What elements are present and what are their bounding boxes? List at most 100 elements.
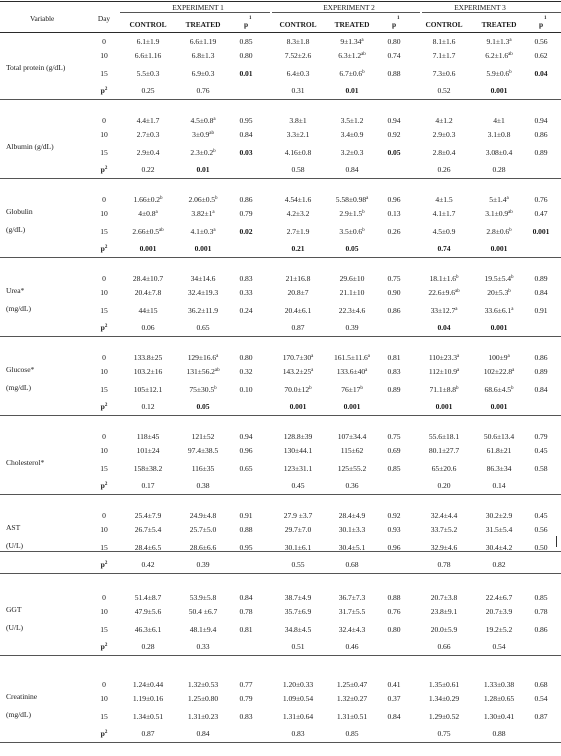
cell-value: 1.09±0.54 xyxy=(282,694,314,703)
cell-value: 0.81 xyxy=(387,353,401,362)
cell-value: 0.94 xyxy=(534,116,548,125)
p2-value: 0.06 xyxy=(141,323,155,332)
header-col-treated: TREATED xyxy=(481,20,517,29)
cell-value: 20.4±6.1 xyxy=(284,306,312,315)
p2-value: 0.84 xyxy=(196,729,210,738)
cell-value: 0.76 xyxy=(387,607,401,616)
p2-value: 0.22 xyxy=(141,165,155,174)
cell-value: 0.78 xyxy=(534,607,548,616)
cell-value: 7.1±1.7 xyxy=(432,51,456,60)
cell-value: 0.90 xyxy=(387,288,401,297)
cell-value: 6.9±0.3 xyxy=(191,69,215,78)
day-value: 10 xyxy=(100,367,108,376)
significance-superscript: a xyxy=(455,307,458,312)
cell-value: 1.32±0.27 xyxy=(336,694,368,703)
p2-value: 0.51 xyxy=(291,642,305,651)
cell-value: 0.58 xyxy=(534,464,548,473)
p2-superscript: 2 xyxy=(104,643,108,648)
cell-value: 0.04 xyxy=(534,69,548,78)
cell-value: 0.68 xyxy=(534,680,548,689)
cell-value: 0.56 xyxy=(534,37,548,46)
cell-value: 70.0±12b xyxy=(284,385,312,394)
cell-value: 29.7±7.0 xyxy=(284,525,312,534)
cell-value: 100±9a xyxy=(488,353,510,362)
cell-value: 20.7±3.8 xyxy=(430,593,458,602)
header-bottom-rule xyxy=(0,32,561,33)
day-value: 15 xyxy=(100,148,108,157)
p2-value: 0.001 xyxy=(490,244,508,253)
p2-label: p2 xyxy=(100,323,108,332)
p2-label: p2 xyxy=(100,560,108,569)
significance-superscript: a xyxy=(365,368,368,373)
header-col-treated: TREATED xyxy=(334,20,370,29)
cell-value: 3.1±0.9ab xyxy=(485,209,513,218)
p2-value: 0.54 xyxy=(492,642,506,651)
cell-value: 34±14.6 xyxy=(190,274,216,283)
p2-value: 0.45 xyxy=(291,481,305,490)
cell-value: 118±45 xyxy=(136,432,160,441)
day-value: 15 xyxy=(100,69,108,78)
cell-value: 125±55.2 xyxy=(337,464,367,473)
cell-value: 128.8±39 xyxy=(283,432,313,441)
cell-value: 116±35 xyxy=(191,464,215,473)
cell-value: 130±44.1 xyxy=(283,446,313,455)
cell-value: 6.4±0.3 xyxy=(286,69,310,78)
cell-value: 0.86 xyxy=(534,625,548,634)
cell-value: 0.05 xyxy=(387,148,401,157)
day-value: 15 xyxy=(100,712,108,721)
experiment-2-underline xyxy=(272,12,420,13)
cell-value: 0.94 xyxy=(387,116,401,125)
cell-value: 30.2±2.9 xyxy=(485,511,513,520)
cell-value: 8.3±1.8 xyxy=(286,37,310,46)
day-value: 10 xyxy=(100,607,108,616)
significance-superscript: b xyxy=(362,228,365,233)
cell-value: 123±31.1 xyxy=(283,464,313,473)
cell-value: 33.7±5.2 xyxy=(430,525,458,534)
cell-value: 0.85 xyxy=(239,37,253,46)
cell-value: 0.83 xyxy=(239,274,253,283)
significance-superscript: b xyxy=(456,386,459,391)
day-value: 15 xyxy=(100,385,108,394)
day-value: 10 xyxy=(100,694,108,703)
cell-value: 1.34±0.51 xyxy=(132,712,164,721)
day-value: 10 xyxy=(100,525,108,534)
cell-value: 0.86 xyxy=(534,130,548,139)
section-rule xyxy=(0,257,561,258)
p2-value: 0.25 xyxy=(141,86,155,95)
day-value: 10 xyxy=(100,51,108,60)
day-value: 10 xyxy=(100,130,108,139)
significance-superscript: b xyxy=(456,275,459,280)
p2-value: 0.52 xyxy=(437,86,451,95)
cell-value: 19.5±5.4b xyxy=(484,274,514,283)
cell-value: 0.85 xyxy=(534,593,548,602)
p2-value: 0.66 xyxy=(437,642,451,651)
p2-value: 0.38 xyxy=(196,481,210,490)
cell-value: 75±30.5b xyxy=(189,385,217,394)
cell-value: 36.2±11.9 xyxy=(187,306,219,315)
cell-value: 2.06±0.5b xyxy=(188,195,218,204)
cell-value: 71.1±8.8b xyxy=(429,385,459,394)
cell-value: 47.9±5.6 xyxy=(134,607,162,616)
p2-value: 0.83 xyxy=(291,729,305,738)
p2-superscript: 2 xyxy=(104,245,108,250)
cell-value: 0.88 xyxy=(387,593,401,602)
cell-value: 6.6±1.19 xyxy=(189,37,217,46)
p2-value: 0.68 xyxy=(345,560,359,569)
cell-value: 31.7±5.5 xyxy=(338,607,366,616)
cell-value: 2.8±0.4 xyxy=(432,148,456,157)
cell-value: 1.25±0.80 xyxy=(187,694,219,703)
cell-value: 76±17b xyxy=(341,385,363,394)
cell-value: 0.02 xyxy=(239,227,253,236)
variable-label: Albumin (g/dL) xyxy=(6,142,54,151)
significance-superscript: ab xyxy=(209,131,214,136)
cell-value: 3.4±0.9 xyxy=(340,130,364,139)
cell-value: 1.20±0.33 xyxy=(282,680,314,689)
p2-value: 0.87 xyxy=(141,729,155,738)
significance-superscript: a xyxy=(511,307,514,312)
cell-value: 29.6±10 xyxy=(339,274,365,283)
significance-superscript: a xyxy=(212,210,215,215)
cell-value: 131±56.2ab xyxy=(186,367,220,376)
variable-label: Total protein (g/dL) xyxy=(6,63,66,72)
cell-value: 0.77 xyxy=(239,680,253,689)
cell-value: 31.5±5.4 xyxy=(485,525,513,534)
